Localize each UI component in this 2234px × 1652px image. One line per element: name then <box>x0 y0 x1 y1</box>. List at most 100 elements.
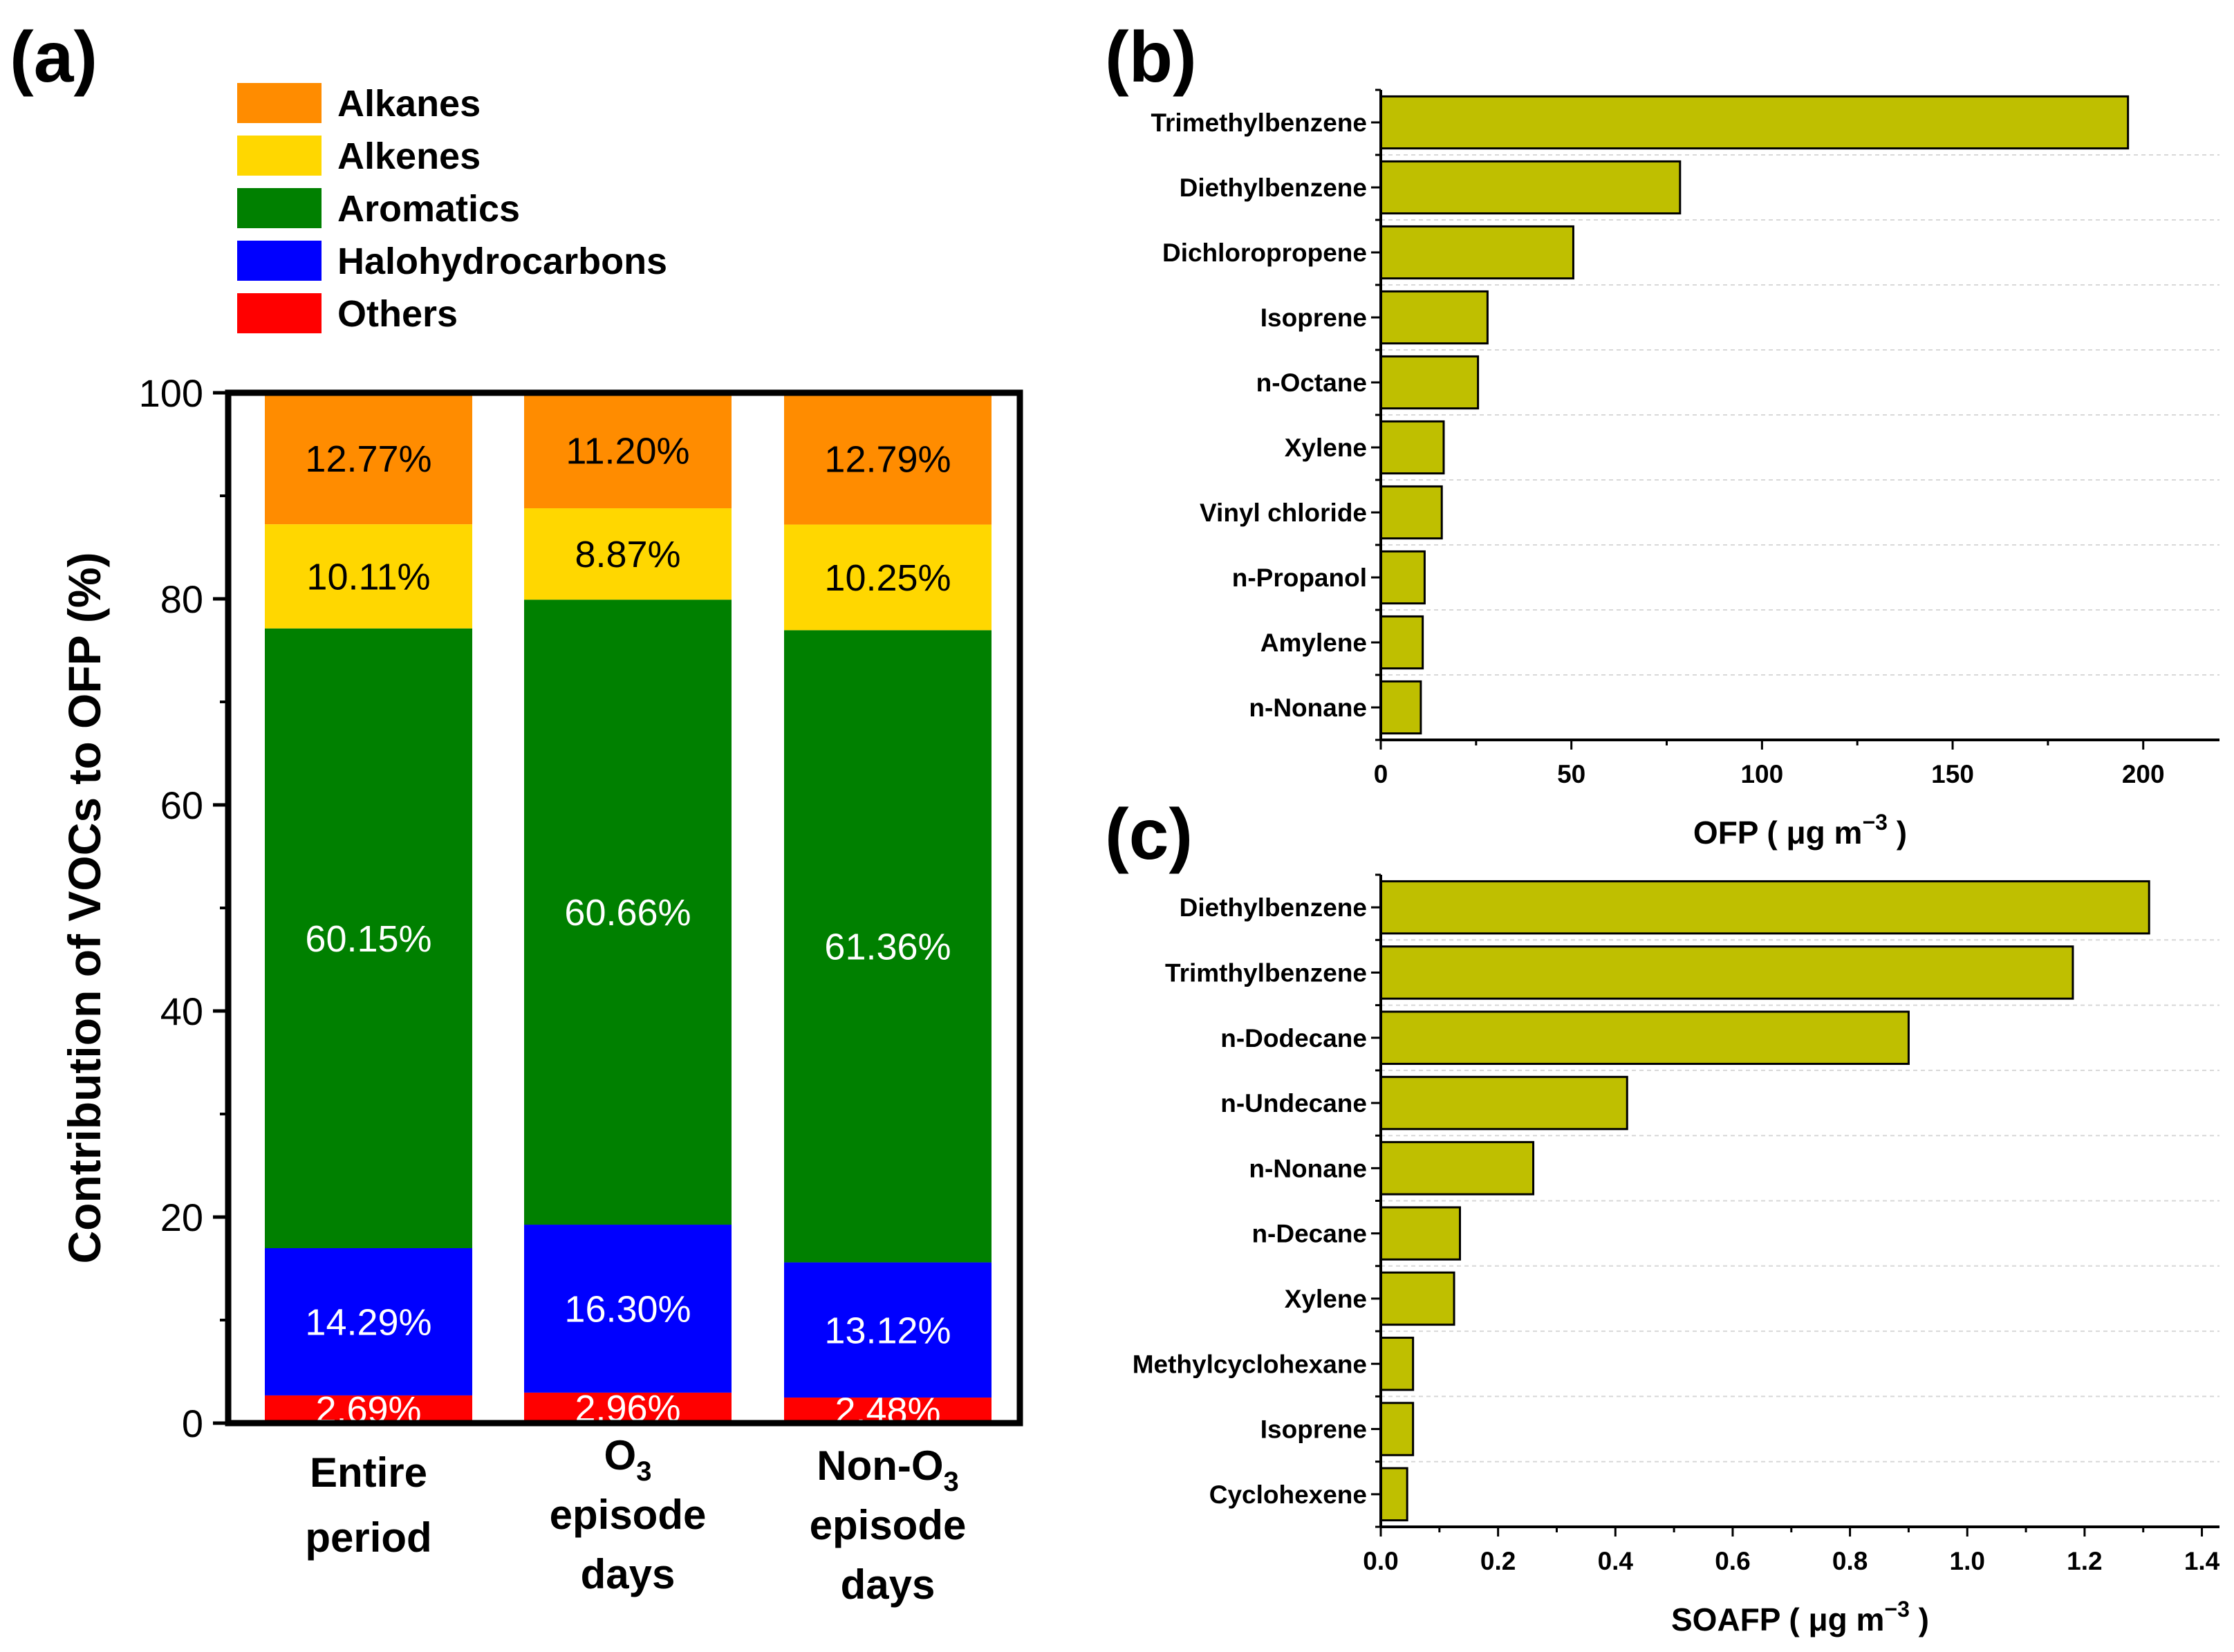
y-tick-label: 20 <box>160 1196 203 1239</box>
bar <box>1379 420 1445 475</box>
category-label: Xylene <box>1285 434 1367 462</box>
bar-segment-alkenes <box>784 524 992 631</box>
data-label: 14.29% <box>305 1301 431 1343</box>
x-tick-label: 1.0 <box>1950 1547 1985 1575</box>
data-label: 10.25% <box>824 557 951 599</box>
legend-label: Alkanes <box>337 83 481 124</box>
x-tick-label: 150 <box>1931 760 1974 788</box>
data-label: 60.15% <box>305 918 431 960</box>
x-tick-label: 0.0 <box>1363 1547 1398 1575</box>
stacked-bar-chart: Alkanes Alkenes Aromatics Halohydrocarbons O… <box>59 83 1023 1608</box>
legend-label: Alkenes <box>337 136 481 177</box>
category-label: Diethylbenzene <box>1180 893 1367 922</box>
x-tick-label: 0.4 <box>1598 1547 1634 1575</box>
x-axis-label: SOAFP ( μg m−3 ) <box>1671 1597 1929 1637</box>
bar <box>1379 550 1426 605</box>
subscript: 3 <box>944 1467 959 1497</box>
category-label: n-Propanol <box>1232 564 1367 592</box>
y-tick-label: 0 <box>182 1402 203 1445</box>
bar-segment-halohydrocarbons <box>524 1225 732 1393</box>
category-label: Amylene <box>1260 629 1367 657</box>
category-label: O3 <box>604 1432 652 1487</box>
bar <box>1379 290 1489 345</box>
legend-swatch <box>237 241 322 281</box>
category-label: Vinyl chloride <box>1200 499 1367 527</box>
category-label: Methylcyclohexane <box>1133 1350 1367 1378</box>
data-label: 8.87% <box>575 534 680 575</box>
x-axis-label-end: ) <box>1910 1602 1929 1637</box>
bar-segment-alkanes <box>265 392 472 525</box>
legend: Alkanes Alkenes Aromatics Halohydrocarbons O… <box>237 83 667 335</box>
category-label: period <box>305 1514 431 1561</box>
category-label: Entire <box>310 1449 427 1496</box>
data-label: 13.12% <box>824 1310 951 1351</box>
legend-swatch <box>237 83 322 123</box>
bar <box>1379 1467 1408 1522</box>
category-label: n-Octane <box>1256 369 1367 397</box>
bar-segment-halohydrocarbons <box>784 1262 992 1398</box>
y-tick-label: 80 <box>160 577 203 621</box>
y-tick-label: 60 <box>160 783 203 827</box>
legend-label: Aromatics <box>337 188 520 230</box>
y-tick-label: 100 <box>139 371 203 415</box>
bar-segment-aromatics <box>524 600 732 1225</box>
y-axis-label: Contribution of VOCs to OFP (%) <box>59 553 110 1264</box>
category-label: episode <box>810 1502 967 1548</box>
bar-segment-alkenes <box>265 524 472 629</box>
legend-swatch <box>237 136 322 176</box>
data-label: 60.66% <box>564 892 691 934</box>
bar <box>1379 615 1424 670</box>
legend-swatch <box>237 188 322 228</box>
category-label: Isoprene <box>1260 1416 1367 1444</box>
bar-segment-others <box>524 1392 732 1423</box>
x-tick-label: 0.8 <box>1832 1547 1868 1575</box>
ofp-bar-chart: Trimethylbenzene Diethylbenzene Dichloropr… <box>1151 89 2219 851</box>
bar <box>1379 1141 1535 1196</box>
category-label: n-Decane <box>1251 1220 1367 1248</box>
category-label: Isoprene <box>1260 304 1367 332</box>
bar-segment-aromatics <box>784 630 992 1263</box>
legend-label: Others <box>337 293 458 335</box>
data-label: 16.30% <box>564 1288 691 1330</box>
soafp-bar-chart: Diethylbenzene Trimthylbenzene n-Dodecane n… <box>1133 873 2220 1637</box>
bar-segment-others <box>784 1398 992 1423</box>
bar <box>1379 1010 1910 1065</box>
bar-segment-others <box>265 1395 472 1423</box>
x-tick-label: 0 <box>1374 760 1388 788</box>
bar-segment-alkanes <box>524 393 732 509</box>
bar <box>1379 880 2150 935</box>
x-axis-label-end: ) <box>1888 815 1907 851</box>
category-label: Non-O3 <box>817 1442 959 1497</box>
bar <box>1379 1337 1415 1391</box>
bar-segment-aromatics <box>265 628 472 1248</box>
y-tick-label: 40 <box>160 990 203 1033</box>
bar <box>1379 160 1682 215</box>
panel-label-c: (c) <box>1105 795 1193 875</box>
subscript: 3 <box>636 1456 651 1487</box>
legend-label: Halohydrocarbons <box>337 241 667 282</box>
x-tick-label: 50 <box>1557 760 1585 788</box>
bar-segment-alkanes <box>784 393 992 525</box>
bar-group: 2.69%14.29%60.15%10.11%12.77%2.96%16.30%… <box>265 392 992 1432</box>
data-label: 10.11% <box>306 556 430 597</box>
superscript: −3 <box>1862 810 1887 835</box>
x-tick-label: 0.2 <box>1480 1547 1516 1575</box>
x-tick-label: 0.6 <box>1715 1547 1750 1575</box>
x-axis-categories: Entire period O3 episode days Non-O3 episode da… <box>305 1432 966 1608</box>
bar <box>1379 1075 1628 1131</box>
bar <box>1379 1402 1415 1456</box>
category-label: episode <box>550 1492 707 1538</box>
bar <box>1379 1271 1455 1326</box>
bar <box>1379 1206 1462 1261</box>
bar <box>1379 680 1422 735</box>
category-label: Trimthylbenzene <box>1165 958 1367 987</box>
legend-swatch <box>237 293 322 333</box>
bar <box>1379 225 1574 280</box>
bar-segment-alkenes <box>524 508 732 600</box>
category-label: n-Nonane <box>1249 1154 1367 1182</box>
category-label: n-Undecane <box>1220 1089 1367 1117</box>
x-tick-label: 100 <box>1740 760 1783 788</box>
data-label: 11.20% <box>566 431 689 472</box>
category-label: Diethylbenzene <box>1180 174 1367 202</box>
